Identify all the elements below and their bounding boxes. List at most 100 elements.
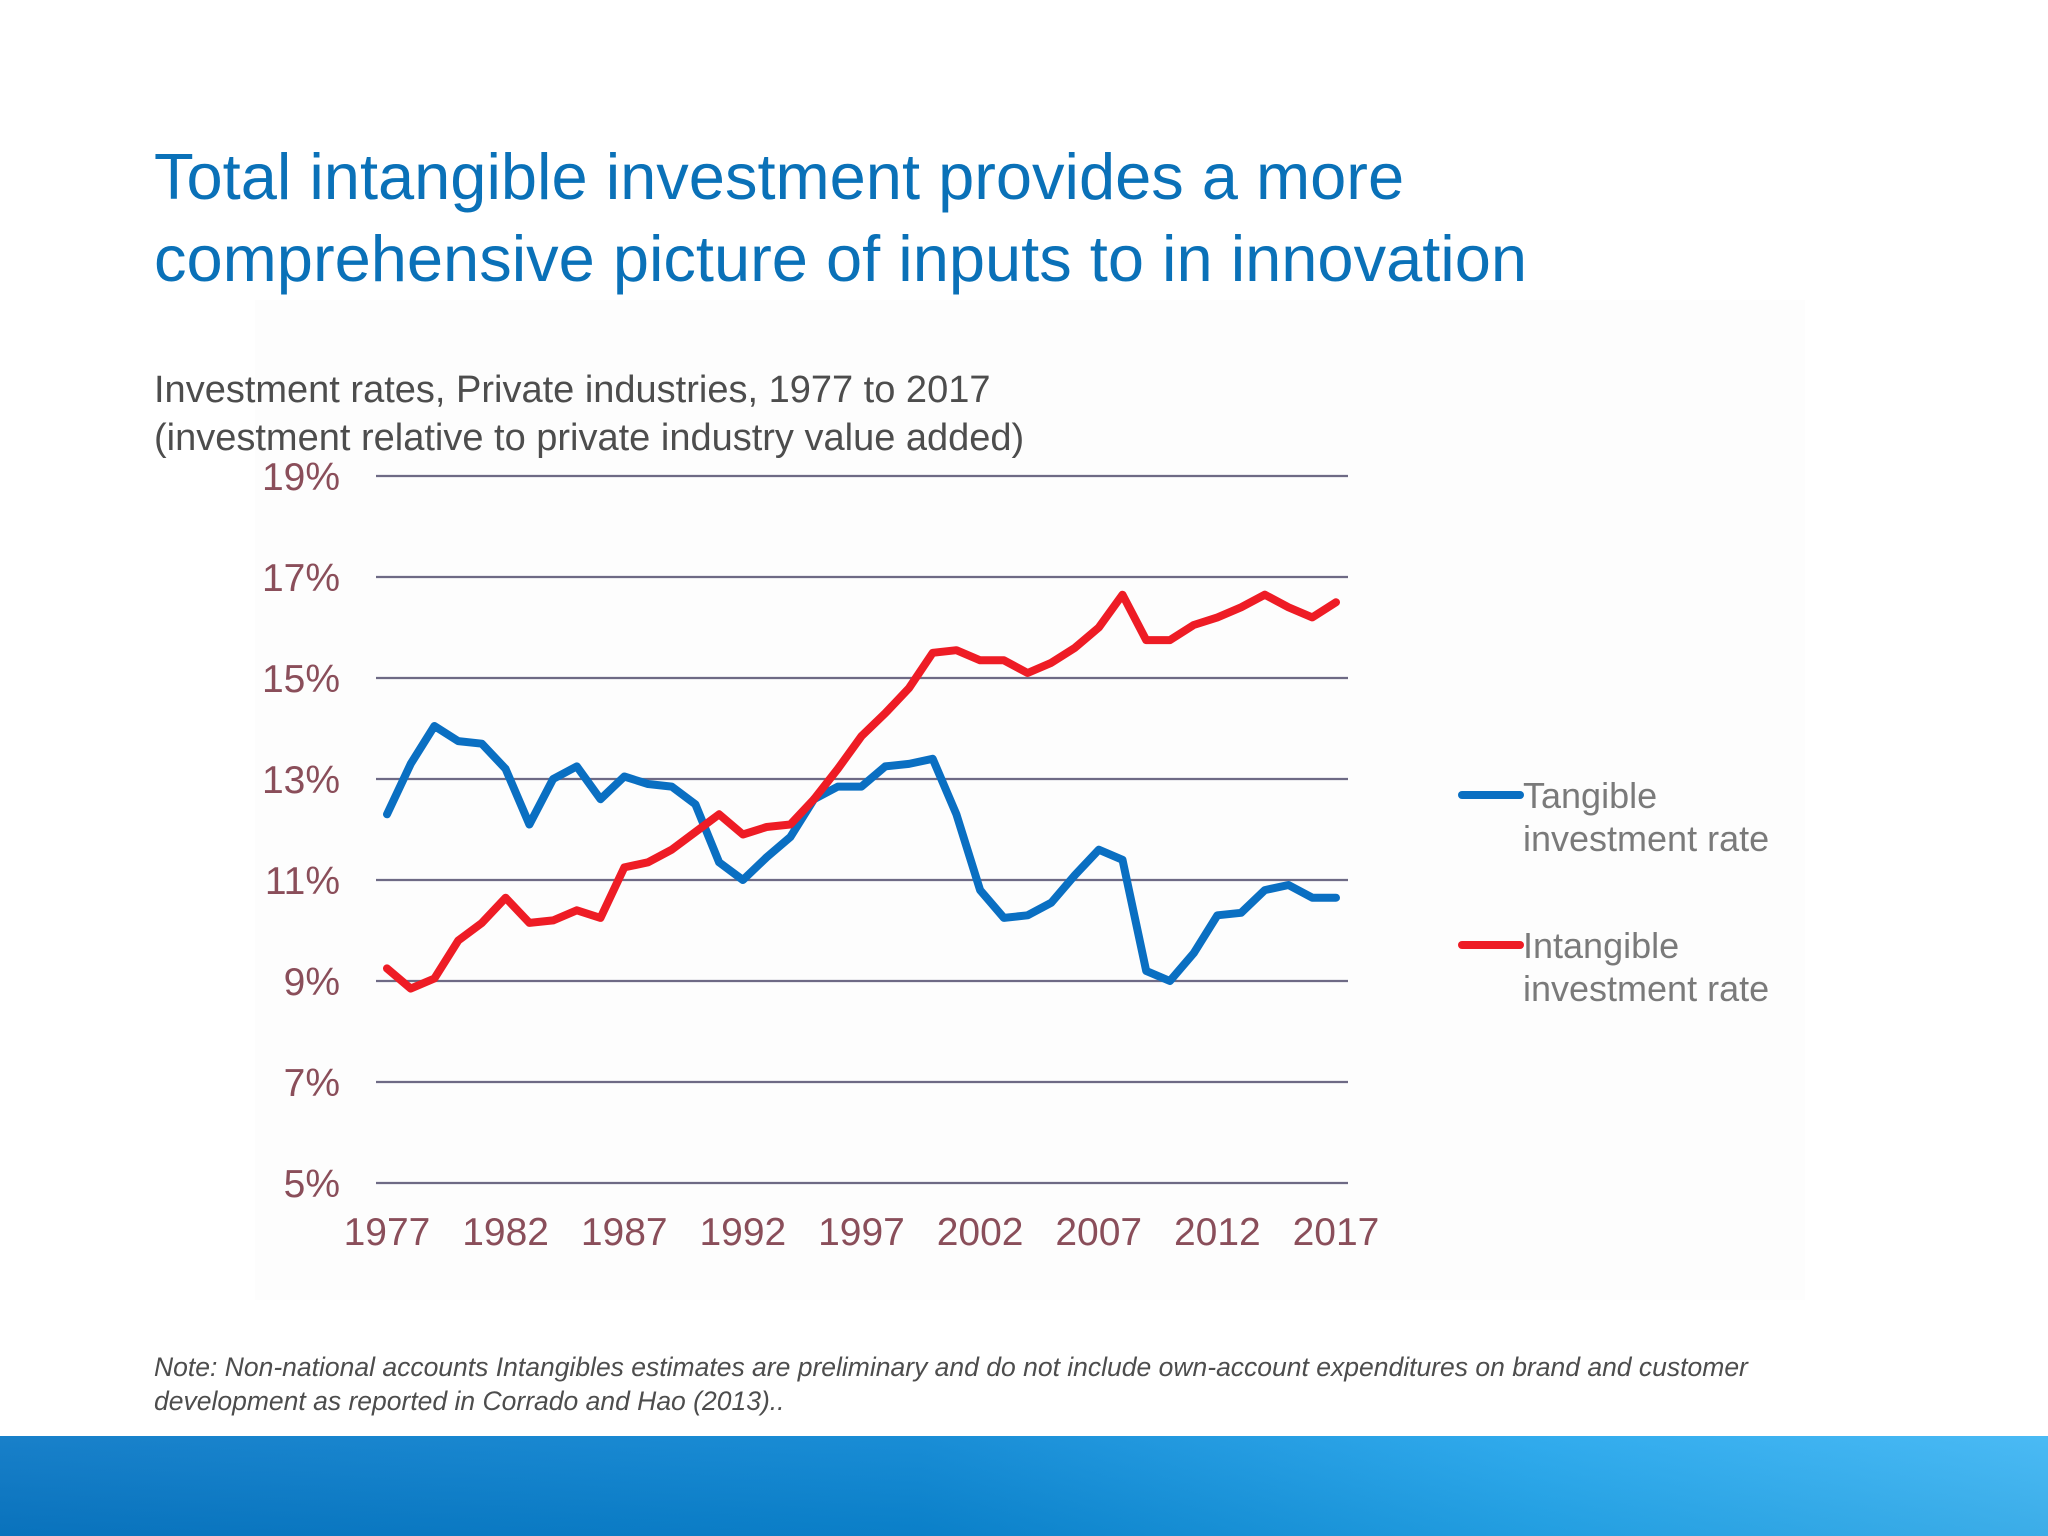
data-point-intangible <box>1024 669 1032 677</box>
x-tick-label: 1987 <box>581 1211 668 1254</box>
data-point-intangible <box>952 646 960 654</box>
data-point-intangible <box>407 985 415 993</box>
y-tick-label: 7% <box>284 1062 340 1105</box>
x-tick-label: 2012 <box>1174 1211 1261 1254</box>
data-point-intangible <box>1308 613 1316 621</box>
data-point-tangible <box>525 820 533 828</box>
series-line-intangible <box>383 590 1340 993</box>
data-point-intangible <box>810 795 818 803</box>
data-point-intangible <box>881 709 889 717</box>
data-point-intangible <box>905 684 913 692</box>
data-point-intangible <box>976 656 984 664</box>
data-point-intangible <box>691 828 699 836</box>
x-tick-label: 2017 <box>1293 1211 1380 1254</box>
data-point-tangible <box>644 780 652 788</box>
data-point-tangible <box>1190 949 1198 957</box>
y-tick-label: 19% <box>262 456 340 499</box>
legend-label-intangible-line-1: Intangible <box>1523 925 1679 966</box>
data-point-tangible <box>573 762 581 770</box>
chart-subtitle-line-2: (investment relative to private industry… <box>154 417 1025 459</box>
data-point-tangible <box>407 760 415 768</box>
data-point-intangible <box>763 823 771 831</box>
data-point-intangible <box>1071 644 1079 652</box>
data-point-intangible <box>1261 591 1269 599</box>
data-point-intangible <box>1142 636 1150 644</box>
data-point-tangible <box>1095 846 1103 854</box>
x-tick-label: 1992 <box>699 1211 786 1254</box>
legend-label-intangible-line-2: investment rate <box>1523 968 1769 1009</box>
data-point-tangible <box>1024 911 1032 919</box>
data-point-tangible <box>881 762 889 770</box>
line-chart: 5%7%9%11%13%15%17%19% 1977 1982 1987 1992 19… <box>262 456 1769 1254</box>
data-point-tangible <box>1047 899 1055 907</box>
data-point-tangible <box>952 810 960 818</box>
data-point-intangible <box>644 858 652 866</box>
footnote-line-1: Note: Non-national accounts Intangibles … <box>154 1352 1748 1382</box>
data-point-intangible <box>834 765 842 773</box>
data-point-tangible <box>1118 856 1126 864</box>
data-point-intangible <box>454 937 462 945</box>
data-point-intangible <box>929 649 937 657</box>
data-point-tangible <box>905 760 913 768</box>
data-point-intangible <box>1285 603 1293 611</box>
slide-title: Total intangible investment provides a m… <box>154 136 1854 300</box>
data-point-intangible <box>858 732 866 740</box>
x-axis-tick-labels: 1977 1982 1987 1992 1997 2002 2007 2012 2017 <box>344 1211 1380 1254</box>
x-tick-label: 2002 <box>937 1211 1024 1254</box>
chart-background <box>255 300 1805 1300</box>
series-lines <box>383 590 1340 993</box>
footnote: Note: Non-national accounts Intangibles … <box>154 1350 1914 1418</box>
data-point-intangible <box>715 810 723 818</box>
data-point-tangible <box>691 800 699 808</box>
data-point-tangible <box>834 783 842 791</box>
data-point-tangible <box>715 858 723 866</box>
data-point-intangible <box>597 914 605 922</box>
data-point-tangible <box>1308 894 1316 902</box>
data-point-intangible <box>1095 624 1103 632</box>
data-point-intangible <box>573 906 581 914</box>
x-tick-label: 2007 <box>1055 1211 1142 1254</box>
data-point-tangible <box>549 775 557 783</box>
data-point-tangible <box>929 755 937 763</box>
data-point-tangible <box>1213 911 1221 919</box>
data-point-intangible <box>1000 656 1008 664</box>
data-point-tangible <box>430 722 438 730</box>
data-point-tangible <box>1071 871 1079 879</box>
data-point-intangible <box>383 964 391 972</box>
data-point-tangible <box>454 737 462 745</box>
data-point-intangible <box>620 863 628 871</box>
data-point-intangible <box>502 894 510 902</box>
x-tick-label: 1982 <box>462 1211 549 1254</box>
y-tick-label: 9% <box>284 961 340 1004</box>
data-point-tangible <box>1332 894 1340 902</box>
y-tick-label: 17% <box>262 557 340 600</box>
y-tick-label: 15% <box>262 658 340 701</box>
data-point-tangible <box>739 876 747 884</box>
slide-title-line-1: Total intangible investment provides a m… <box>154 140 1405 213</box>
data-point-tangible <box>668 783 676 791</box>
data-point-intangible <box>525 919 533 927</box>
chart-subtitle: Investment rates, Private industries, 19… <box>154 366 1354 462</box>
data-point-intangible <box>1166 636 1174 644</box>
data-point-tangible <box>502 765 510 773</box>
data-point-tangible <box>786 833 794 841</box>
x-tick-label: 1977 <box>344 1211 431 1254</box>
chart-subtitle-line-1: Investment rates, Private industries, 19… <box>154 369 991 411</box>
x-tick-label: 1997 <box>818 1211 905 1254</box>
data-point-intangible <box>786 820 794 828</box>
footer-band <box>0 1436 2048 1536</box>
data-point-intangible <box>668 846 676 854</box>
series-line-tangible <box>383 722 1340 985</box>
data-point-intangible <box>549 916 557 924</box>
data-point-tangible <box>620 772 628 780</box>
data-point-intangible <box>478 919 486 927</box>
data-point-tangible <box>597 795 605 803</box>
data-point-intangible <box>1237 603 1245 611</box>
y-axis-tick-labels: 5% 7% 9% 11% 13% 15% 17% 19% <box>262 456 340 1206</box>
data-point-tangible <box>763 853 771 861</box>
y-tick-label: 5% <box>284 1163 340 1206</box>
data-point-tangible <box>1000 914 1008 922</box>
footnote-line-2: development as reported in Corrado and H… <box>154 1386 785 1416</box>
data-point-tangible <box>976 886 984 894</box>
